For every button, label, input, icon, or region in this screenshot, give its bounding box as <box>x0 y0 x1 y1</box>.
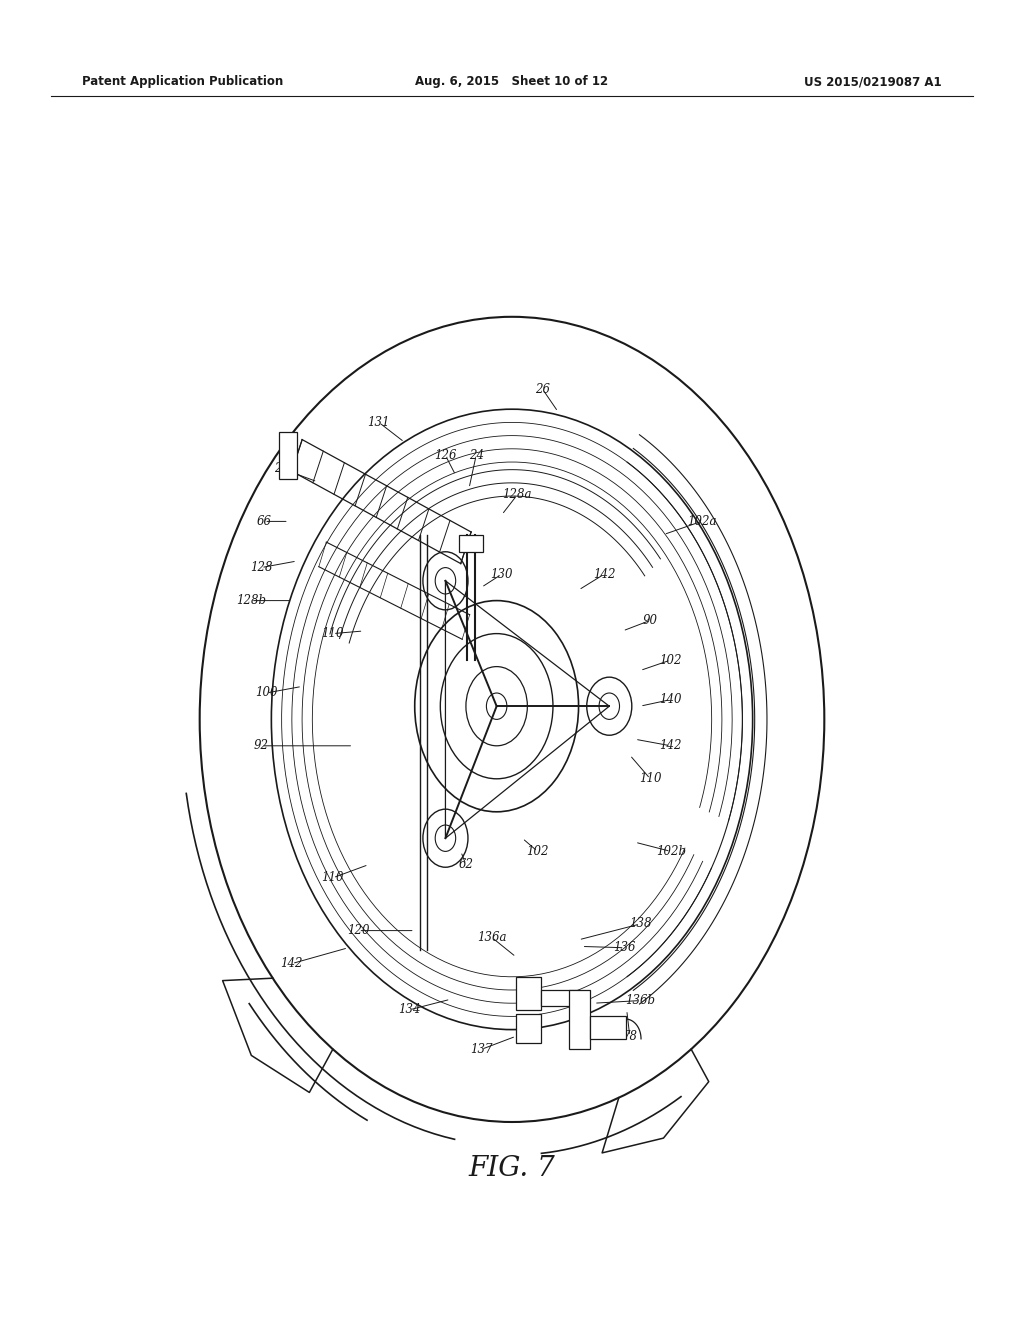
Text: 26: 26 <box>536 383 550 396</box>
Text: Aug. 6, 2015   Sheet 10 of 12: Aug. 6, 2015 Sheet 10 of 12 <box>416 75 608 88</box>
Text: 137: 137 <box>470 1043 493 1056</box>
Text: 128b: 128b <box>236 594 266 607</box>
Text: 130: 130 <box>490 568 513 581</box>
Text: 128a: 128a <box>503 488 531 502</box>
Text: 26: 26 <box>274 462 289 475</box>
Text: 90: 90 <box>643 614 657 627</box>
Polygon shape <box>459 535 483 552</box>
Text: 62: 62 <box>459 858 473 871</box>
Text: 66: 66 <box>257 515 271 528</box>
Text: 142: 142 <box>659 739 682 752</box>
Text: 102a: 102a <box>687 515 716 528</box>
Text: 140: 140 <box>659 693 682 706</box>
Text: 24: 24 <box>469 449 483 462</box>
Text: 126: 126 <box>434 449 457 462</box>
Polygon shape <box>541 990 580 1006</box>
Text: 142: 142 <box>593 568 615 581</box>
Text: 100: 100 <box>255 686 278 700</box>
Text: 134: 134 <box>398 1003 421 1016</box>
Text: 92: 92 <box>254 739 268 752</box>
Polygon shape <box>279 432 297 479</box>
Text: 136: 136 <box>613 941 636 954</box>
Text: 120: 120 <box>347 924 370 937</box>
Polygon shape <box>569 990 590 1049</box>
Text: 110: 110 <box>639 772 662 785</box>
Text: 136b: 136b <box>625 994 655 1007</box>
Text: 102: 102 <box>659 653 682 667</box>
Text: 136a: 136a <box>477 931 506 944</box>
Text: 138: 138 <box>629 917 651 931</box>
Polygon shape <box>516 1014 541 1043</box>
Text: 131: 131 <box>368 416 390 429</box>
Text: 110: 110 <box>322 871 344 884</box>
Text: 102: 102 <box>526 845 549 858</box>
Text: Patent Application Publication: Patent Application Publication <box>82 75 284 88</box>
Text: 78: 78 <box>623 1030 637 1043</box>
Text: 128: 128 <box>250 561 272 574</box>
Text: 102b: 102b <box>655 845 686 858</box>
Text: FIG. 7: FIG. 7 <box>469 1155 555 1181</box>
Text: US 2015/0219087 A1: US 2015/0219087 A1 <box>805 75 942 88</box>
Text: 110: 110 <box>322 627 344 640</box>
Text: 142: 142 <box>281 957 303 970</box>
Polygon shape <box>590 1016 626 1039</box>
Polygon shape <box>516 977 541 1010</box>
